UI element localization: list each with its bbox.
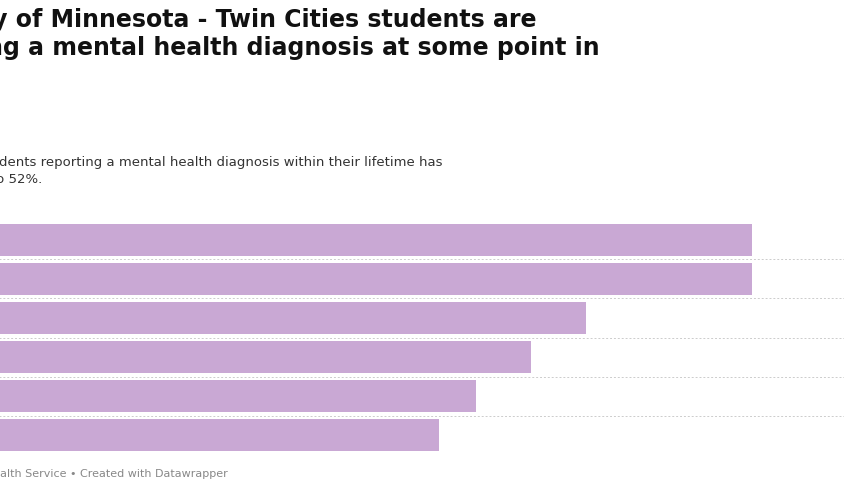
Bar [0,380,476,412]
Bar [0,224,752,256]
Bar [0,341,531,373]
Bar [0,420,439,452]
Bar [0,262,752,295]
Text: More University of Minnesota - Twin Cities students are
reporting having a menta: More University of Minnesota - Twin Citi… [0,8,599,88]
Bar [0,302,586,334]
Text: Since 2007, the number of students reporting a mental health diagnosis within th: Since 2007, the number of students repor… [0,156,443,186]
Text: Matthew Voigt • Source: Boynton Health Service • Created with Datawrapper: Matthew Voigt • Source: Boynton Health S… [0,469,228,479]
